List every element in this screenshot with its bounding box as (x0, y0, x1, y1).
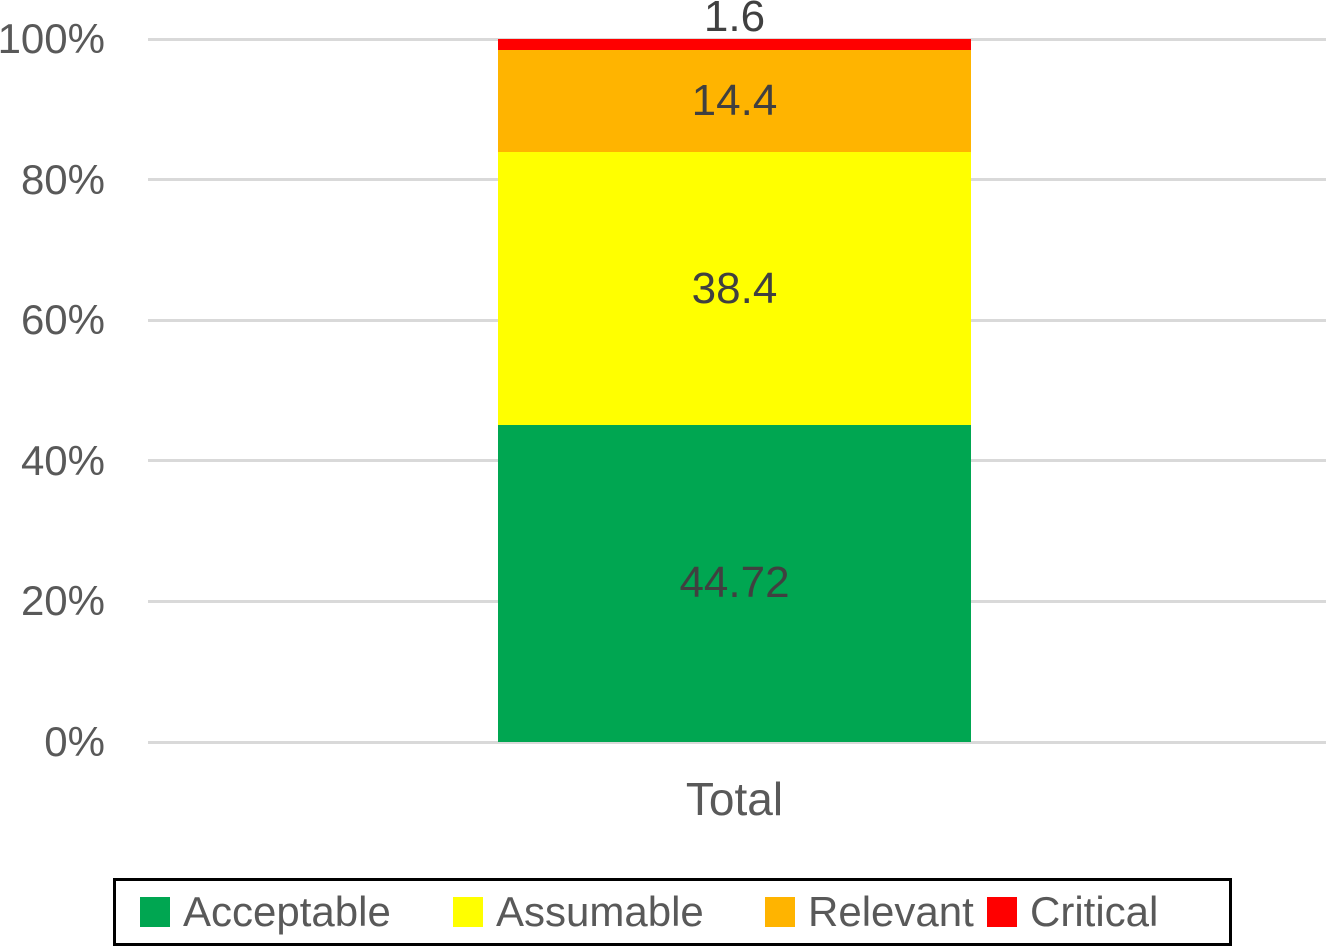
y-tick-label: 80% (20, 155, 105, 203)
legend-item-assumable: Assumable (453, 881, 704, 943)
legend-item-acceptable: Acceptable (140, 881, 391, 943)
stacked-bar-total: 44.72 38.4 14.4 (498, 39, 971, 742)
legend-swatch-critical (987, 897, 1017, 927)
y-tick-label: 20% (20, 577, 105, 625)
y-tick-label: 60% (20, 296, 105, 344)
segment-value-label-relevant: 14.4 (691, 76, 778, 126)
legend: Acceptable Assumable Relevant Critical (113, 878, 1232, 946)
legend-swatch-acceptable (140, 897, 170, 927)
legend-item-relevant: Relevant (765, 881, 974, 943)
y-tick-label: 40% (20, 436, 105, 484)
x-category-label: Total (685, 773, 784, 825)
bar-segment-acceptable: 44.72 (498, 424, 971, 742)
y-gridline (148, 740, 1326, 744)
bar-segment-relevant: 14.4 (498, 50, 971, 153)
segment-value-label-acceptable: 44.72 (679, 558, 790, 608)
y-gridline (148, 37, 1326, 41)
legend-label: Critical (1030, 888, 1159, 935)
y-axis-labels: 0% 20% 40% 60% 80% 100% (0, 18, 105, 763)
legend-label: Acceptable (183, 888, 391, 935)
segment-value-label-critical: 1.6 (703, 0, 766, 41)
segment-value-label-assumable: 38.4 (691, 263, 778, 313)
y-tick-label: 0% (44, 718, 105, 765)
legend-swatch-assumable (453, 897, 483, 927)
legend-item-critical: Critical (987, 881, 1158, 943)
plot-area: 44.72 38.4 14.4 1.6 (148, 0, 1326, 744)
y-tick-label: 100% (0, 15, 105, 62)
bar-segment-assumable: 38.4 (498, 152, 971, 425)
legend-label: Relevant (808, 888, 974, 935)
bar-segment-critical (498, 39, 971, 51)
legend-label: Assumable (496, 888, 704, 935)
legend-swatch-relevant (765, 897, 795, 927)
